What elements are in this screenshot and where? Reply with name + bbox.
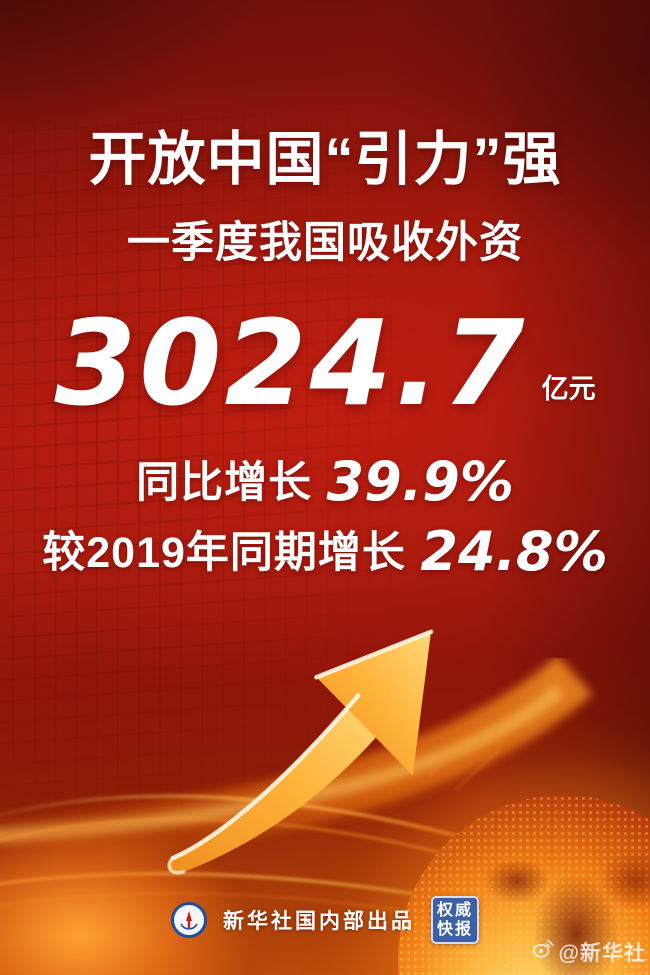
authority-express-badge: 权威 快报	[431, 896, 479, 944]
badge-line1: 权威	[436, 901, 473, 919]
watermark-text: @新华社	[558, 942, 646, 965]
xinhua-emblem-icon	[171, 902, 207, 938]
weibo-icon	[532, 938, 554, 966]
producer-text: 新华社国内部出品	[223, 910, 415, 933]
stat2-label: 较2019年同期增长	[42, 529, 406, 577]
poster-subtitle: 一季度我国吸收外资	[127, 219, 523, 267]
headline-unit: 亿元	[541, 374, 596, 404]
watermark: @新华社	[532, 937, 646, 967]
headline-value: 3024.7	[54, 294, 528, 432]
stat2-value: 24.8%	[420, 520, 608, 583]
footer: 新华社国内部出品 权威 快报	[0, 893, 650, 947]
poster-title: 开放中国“引力”强	[88, 127, 562, 192]
stat-vs-2019-growth: 较2019年同期增长 24.8%	[0, 518, 650, 583]
growth-arrow-icon	[167, 629, 434, 875]
stat1-value: 39.9%	[326, 450, 514, 513]
badge-line2: 快报	[436, 921, 473, 938]
stat-yoy-growth: 同比增长 39.9%	[0, 448, 650, 513]
stat1-label: 同比增长	[136, 459, 313, 507]
headline-figure-row: 3024.7 亿元	[0, 282, 650, 422]
